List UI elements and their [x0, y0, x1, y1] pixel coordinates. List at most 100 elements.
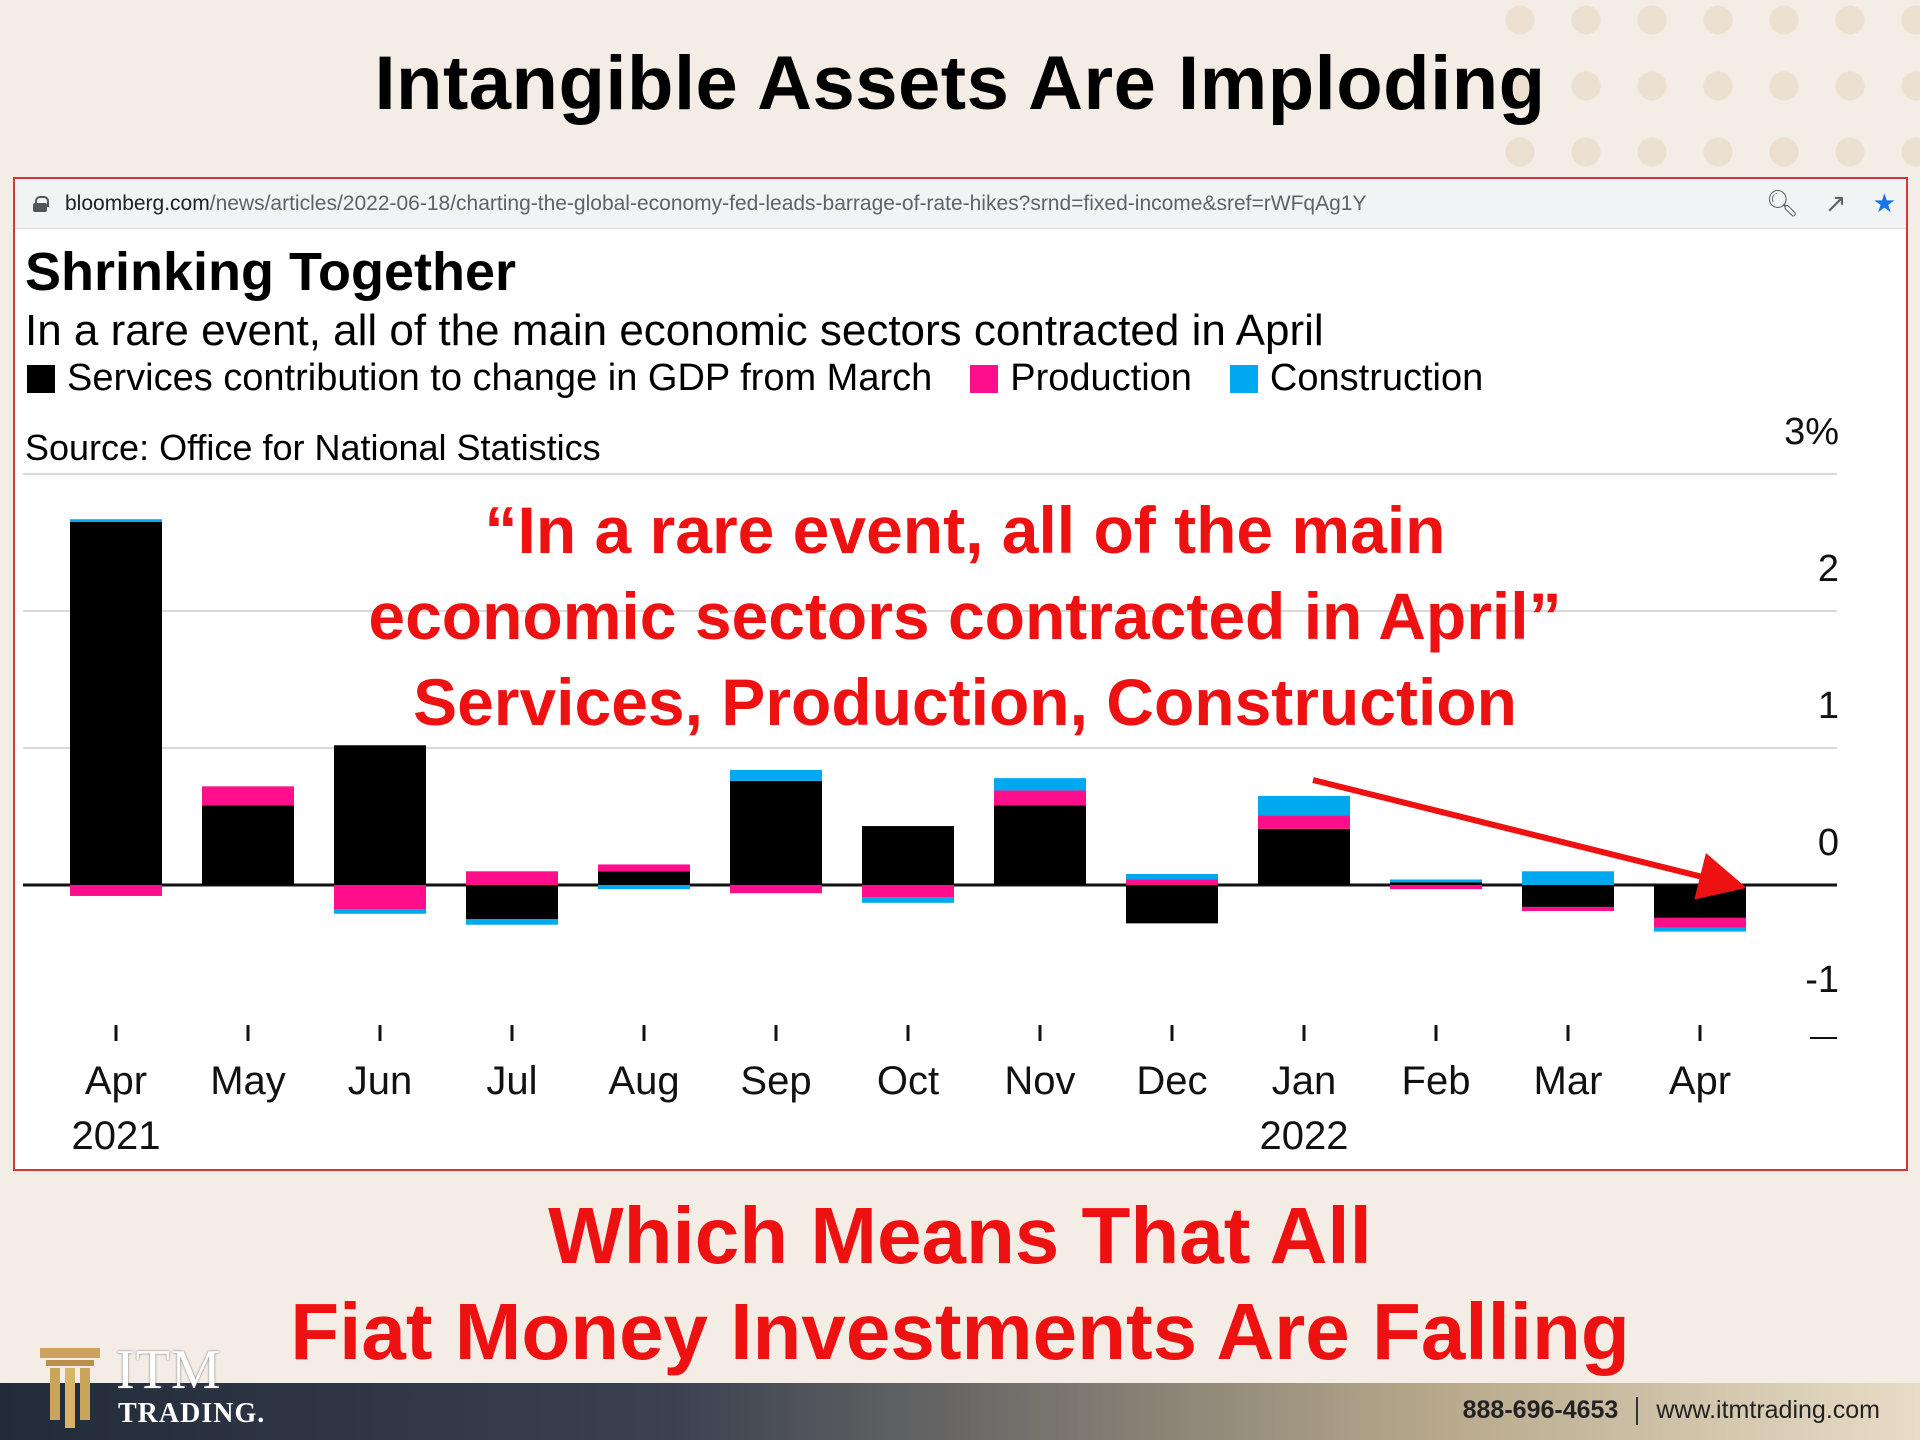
legend-label-services: Services contribution to change in GDP f…	[67, 357, 933, 399]
bar-services-3	[466, 885, 558, 920]
bar-services-9	[1258, 828, 1350, 885]
bar-services-2	[334, 745, 426, 885]
logo-sub: TRADING.	[118, 1398, 266, 1429]
bar-services-4	[598, 871, 690, 885]
bar-construction-12	[1654, 927, 1746, 932]
bar-construction-3	[466, 919, 558, 925]
x-tick-label-3: Jul	[486, 1059, 537, 1103]
legend-swatch-production	[970, 364, 999, 393]
url-domain: bloomberg.com	[65, 191, 210, 215]
browser-window: bloomberg.com/news/articles/2022-06-18/c…	[13, 177, 1908, 1171]
bar-construction-2	[334, 909, 426, 914]
footer-separator	[1636, 1396, 1639, 1425]
x-tick-label-12: Apr	[1669, 1059, 1731, 1103]
url-path: /news/articles/2022-06-18/charting-the-g…	[209, 191, 1367, 215]
bar-services-8	[1126, 885, 1218, 924]
x-tick-label-11: Mar	[1534, 1059, 1603, 1103]
bar-construction-5	[730, 769, 822, 781]
bar-construction-0	[70, 519, 162, 522]
decorative-pattern	[1500, 0, 1920, 180]
bottom-caption-line-2: Fiat Money Investments Are Falling	[290, 1287, 1630, 1376]
bottom-caption-line-1: Which Means That All	[548, 1191, 1372, 1280]
url-text[interactable]: bloomberg.com/news/articles/2022-06-18/c…	[65, 192, 1366, 216]
chart-title: Shrinking Together	[25, 242, 517, 302]
bar-production-8	[1126, 879, 1218, 885]
legend-item-construction: Construction	[1229, 357, 1484, 400]
slide-title: Intangible Assets Are Imploding	[374, 41, 1546, 126]
y-tick-label-0: 3%	[1784, 411, 1839, 453]
chart-subtitle: In a rare event, all of the main economi…	[25, 306, 1324, 355]
bar-services-7	[994, 805, 1086, 885]
bar-production-11	[1522, 906, 1614, 912]
legend-swatch-services	[27, 364, 55, 393]
bar-production-10	[1390, 885, 1482, 890]
bar-services-6	[862, 826, 954, 885]
y-tick-label-1: 2	[1818, 548, 1839, 590]
annotation-line-3: Services, Production, Construction	[413, 665, 1517, 739]
bar-services-0	[70, 521, 162, 885]
bar-production-9	[1258, 815, 1350, 829]
bar-production-2	[334, 885, 426, 910]
year-label-1: 2022	[1260, 1114, 1349, 1158]
legend-item-production: Production	[970, 357, 1192, 400]
bar-services-10	[1390, 882, 1482, 885]
star-icon[interactable]: ★	[1872, 188, 1896, 218]
bar-services-12	[1654, 885, 1746, 918]
pillar-icon	[40, 1348, 100, 1428]
x-tick-label-2: Jun	[348, 1059, 413, 1103]
bar-production-6	[862, 885, 954, 898]
bar-services-11	[1522, 885, 1614, 907]
bottom-caption: Which Means That All Fiat Money Investme…	[0, 1188, 1920, 1380]
bar-construction-9	[1258, 795, 1350, 816]
url-bar[interactable]: bloomberg.com/news/articles/2022-06-18/c…	[15, 179, 1906, 229]
annotation-arrow	[1312, 777, 1747, 900]
legend-item-services: Services contribution to change in GDP f…	[27, 357, 932, 400]
footer-phone[interactable]: 888-696-4653	[1462, 1396, 1619, 1424]
bar-production-3	[466, 871, 558, 885]
bar-production-5	[730, 885, 822, 894]
annotation-line-2: economic sectors contracted in April”	[368, 579, 1562, 653]
bar-services-5	[730, 780, 822, 885]
bar-construction-6	[862, 897, 954, 903]
footer-bar: 888-696-4653 www.itmtrading.com	[0, 1383, 1920, 1440]
y-tick-label-4: -1	[1805, 959, 1839, 1001]
legend-swatch-construction	[1229, 364, 1258, 393]
zoom-icon[interactable]: 🔍︎	[1765, 188, 1799, 218]
bar-construction-11	[1522, 871, 1614, 885]
chart-source: Source: Office for National Statistics	[25, 427, 601, 468]
bar-construction-8	[1126, 874, 1218, 880]
legend-label-production: Production	[1010, 357, 1192, 399]
legend-label-construction: Construction	[1269, 357, 1484, 399]
bar-chart: 3% 2 1 0 -1 Apr May Jun Jul Aug Sep Oct Nov Dec Jan Feb…	[23, 411, 1839, 1158]
x-tick-label-10: Feb	[1402, 1059, 1471, 1103]
x-tick-label-8: Dec	[1136, 1059, 1207, 1103]
x-tick-label-4: Aug	[608, 1059, 679, 1103]
bar-production-0	[70, 885, 162, 896]
share-icon[interactable]: ↗	[1824, 188, 1847, 218]
bar-construction-7	[994, 778, 1086, 791]
lock-icon	[33, 195, 49, 212]
itm-logo: ITM TRADING.	[38, 1339, 264, 1440]
bar-construction-10	[1390, 879, 1482, 883]
footer-contact: 888-696-4653 www.itmtrading.com	[1463, 1396, 1880, 1425]
x-tick-label-9: Jan	[1272, 1059, 1337, 1103]
y-tick-label-3: 0	[1818, 822, 1839, 864]
x-tick-label-0: Apr	[85, 1059, 147, 1103]
bar-production-1	[202, 786, 294, 806]
x-tick-label-7: Nov	[1004, 1059, 1075, 1103]
bar-production-12	[1654, 917, 1746, 928]
x-tick-label-5: Sep	[740, 1059, 811, 1103]
year-label-0: 2021	[72, 1114, 161, 1158]
x-tick-label-1: May	[210, 1059, 286, 1103]
footer-website[interactable]: www.itmtrading.com	[1656, 1396, 1880, 1424]
chart-annotation: “In a rare event, all of the main econom…	[215, 487, 1715, 745]
bar-production-4	[598, 864, 690, 872]
x-tick-label-6: Oct	[877, 1059, 939, 1103]
y-tick-label-2: 1	[1818, 685, 1839, 727]
bar-services-1	[202, 805, 294, 885]
chart-legend: Services contribution to change in GDP f…	[27, 357, 1521, 400]
bar-production-7	[994, 790, 1086, 806]
annotation-line-1: “In a rare event, all of the main	[484, 493, 1446, 567]
bar-construction-4	[598, 885, 690, 890]
logo-name: ITM	[116, 1339, 222, 1401]
